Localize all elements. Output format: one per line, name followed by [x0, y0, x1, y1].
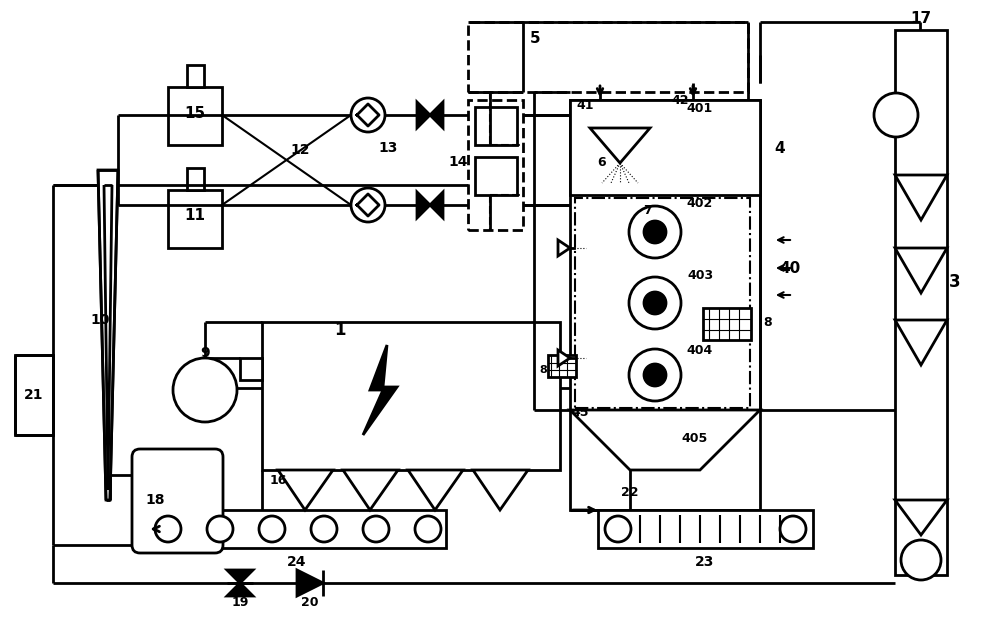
Bar	[468, 22, 748, 92]
Circle shape	[629, 277, 681, 329]
Polygon shape	[895, 320, 947, 365]
Polygon shape	[227, 583, 253, 596]
Polygon shape	[473, 470, 528, 510]
FancyBboxPatch shape	[132, 449, 223, 553]
Text: 10: 10	[90, 313, 110, 327]
Text: 41: 41	[576, 98, 594, 111]
Text: 11: 11	[185, 207, 206, 222]
Polygon shape	[570, 410, 760, 470]
Polygon shape	[408, 470, 463, 510]
Circle shape	[415, 516, 441, 542]
Bar	[240, 358, 262, 380]
Polygon shape	[895, 248, 947, 293]
Bar	[570, 100, 760, 510]
Bar	[570, 100, 760, 195]
Polygon shape	[297, 570, 323, 596]
Circle shape	[155, 516, 181, 542]
Circle shape	[629, 206, 681, 258]
Text: 7: 7	[644, 204, 652, 217]
Circle shape	[207, 516, 233, 542]
Text: 22: 22	[621, 485, 639, 498]
Circle shape	[605, 516, 631, 542]
Bar	[15, 355, 53, 435]
Bar	[262, 322, 560, 470]
Bar	[598, 510, 813, 548]
Polygon shape	[558, 240, 570, 256]
Polygon shape	[343, 470, 398, 510]
Text: 8: 8	[539, 365, 547, 375]
Circle shape	[351, 188, 385, 222]
Circle shape	[629, 349, 681, 401]
Circle shape	[644, 292, 666, 314]
Bar	[895, 30, 947, 575]
Polygon shape	[227, 570, 253, 583]
Bar	[187, 65, 204, 87]
Text: 17: 17	[910, 11, 932, 25]
Text: 12: 12	[290, 143, 310, 157]
Text: 1: 1	[334, 321, 346, 339]
Circle shape	[363, 516, 389, 542]
Circle shape	[874, 93, 918, 137]
Text: 401: 401	[687, 102, 713, 115]
Polygon shape	[98, 170, 118, 500]
Polygon shape	[895, 175, 947, 220]
Polygon shape	[590, 128, 650, 163]
Text: 23: 23	[695, 555, 715, 569]
Bar	[148, 510, 446, 548]
Polygon shape	[430, 102, 443, 128]
Text: 403: 403	[687, 269, 713, 282]
Circle shape	[644, 364, 666, 386]
Text: 3: 3	[949, 273, 961, 291]
Text: 402: 402	[687, 196, 713, 209]
Polygon shape	[430, 192, 443, 218]
Text: 405: 405	[682, 431, 708, 444]
Text: 19: 19	[231, 595, 249, 608]
Circle shape	[901, 540, 941, 580]
Bar	[475, 157, 517, 195]
Text: 5: 5	[530, 30, 540, 46]
Text: 21: 21	[24, 388, 44, 402]
Circle shape	[259, 516, 285, 542]
Text: 45: 45	[571, 405, 589, 418]
Circle shape	[780, 516, 806, 542]
Text: 24: 24	[287, 555, 307, 569]
Text: 4: 4	[775, 141, 785, 155]
Text: 8: 8	[764, 316, 772, 329]
Polygon shape	[895, 500, 947, 535]
Bar	[468, 100, 523, 230]
Circle shape	[351, 98, 385, 132]
Polygon shape	[558, 350, 570, 366]
Polygon shape	[363, 345, 397, 435]
Text: 16: 16	[269, 474, 287, 487]
Bar	[575, 198, 750, 408]
Polygon shape	[417, 192, 430, 218]
Circle shape	[311, 516, 337, 542]
Text: 14: 14	[448, 155, 468, 169]
Text: 42: 42	[671, 93, 689, 106]
Text: 9: 9	[200, 346, 210, 360]
Circle shape	[644, 221, 666, 243]
Text: 20: 20	[301, 595, 319, 608]
Bar	[187, 168, 204, 190]
Text: 15: 15	[184, 105, 206, 121]
Polygon shape	[417, 102, 430, 128]
Bar	[168, 190, 222, 248]
Text: 13: 13	[378, 141, 398, 155]
Bar	[475, 107, 517, 145]
Polygon shape	[278, 470, 333, 510]
Text: 18: 18	[145, 493, 165, 507]
Circle shape	[173, 358, 237, 422]
Text: 404: 404	[687, 344, 713, 357]
Text: 6: 6	[598, 155, 606, 168]
Bar	[168, 87, 222, 145]
Bar	[548, 355, 576, 377]
Bar	[703, 308, 751, 340]
Text: 40: 40	[779, 261, 801, 275]
